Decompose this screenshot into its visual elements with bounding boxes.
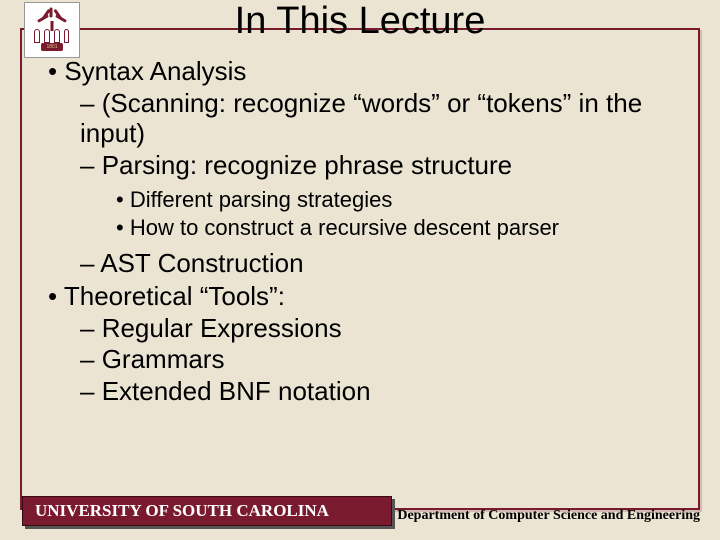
footer-department: Department of Computer Science and Engin… [397,508,700,524]
bullet-level2: AST Construction [80,249,680,279]
bullet-level2: Regular Expressions [80,314,680,344]
slide-title: In This Lecture [0,0,720,43]
logo-year: 1801 [41,43,63,51]
bullet-level2: Grammars [80,345,680,375]
footer-university: UNIVERSITY OF SOUTH CAROLINA [22,496,392,526]
bullet-level3: Different parsing strategies [116,187,680,213]
bullet-level1: Theoretical “Tools”: [48,281,680,312]
bullet-level2: Parsing: recognize phrase structure [80,151,680,181]
footer-university-text: UNIVERSITY OF SOUTH CAROLINA [35,501,329,521]
bullet-level1: Syntax Analysis [48,56,680,87]
bullet-level3: How to construct a recursive descent par… [116,215,680,241]
bullet-level2: Extended BNF notation [80,377,680,407]
slide-content: Syntax Analysis (Scanning: recognize “wo… [48,56,680,409]
bullet-level2: (Scanning: recognize “words” or “tokens”… [80,89,680,149]
